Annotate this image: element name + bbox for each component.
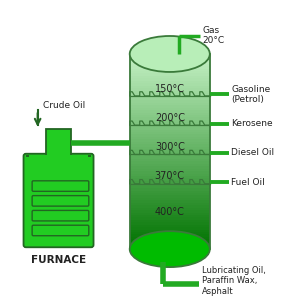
Text: Fuel Oil: Fuel Oil — [232, 178, 265, 187]
Bar — [130, 183, 210, 186]
Bar — [130, 90, 210, 93]
Text: FURNACE: FURNACE — [31, 255, 86, 265]
Bar — [46, 130, 71, 156]
Bar — [30, 154, 88, 158]
Ellipse shape — [130, 36, 210, 72]
Bar — [130, 236, 210, 239]
Bar — [130, 170, 210, 173]
Bar — [130, 127, 210, 130]
Bar — [130, 151, 210, 154]
Bar — [130, 61, 210, 64]
Bar — [130, 63, 210, 66]
Bar — [130, 80, 210, 83]
Bar — [130, 92, 210, 95]
Ellipse shape — [130, 231, 210, 267]
Bar — [130, 239, 210, 242]
Bar — [130, 122, 210, 125]
Bar — [130, 105, 210, 108]
Bar — [130, 139, 210, 142]
Bar — [130, 195, 210, 198]
Bar — [130, 197, 210, 200]
Bar — [130, 209, 210, 212]
Bar — [130, 129, 210, 132]
Bar — [130, 222, 210, 225]
Bar — [130, 144, 210, 147]
Bar — [130, 56, 210, 59]
Bar — [130, 229, 210, 232]
Bar — [130, 141, 210, 144]
Bar — [130, 185, 210, 188]
Bar — [130, 146, 210, 149]
Bar — [130, 70, 210, 74]
Bar — [130, 117, 210, 120]
Bar — [130, 166, 210, 169]
Bar — [130, 95, 210, 98]
Text: Kerosene: Kerosene — [232, 119, 273, 128]
Text: 200°C: 200°C — [155, 113, 185, 123]
Bar — [130, 97, 210, 100]
Bar — [130, 217, 210, 220]
Text: 400°C: 400°C — [155, 206, 185, 217]
Bar — [130, 205, 210, 208]
Bar — [130, 178, 210, 181]
Text: Diesel Oil: Diesel Oil — [232, 148, 274, 158]
Bar — [130, 190, 210, 193]
Bar — [130, 73, 210, 76]
Bar — [130, 156, 210, 159]
Bar — [130, 58, 210, 61]
Bar — [130, 192, 210, 196]
Bar — [130, 246, 210, 249]
Bar — [130, 224, 210, 227]
Bar — [130, 202, 210, 205]
Text: 150°C: 150°C — [155, 84, 185, 94]
Bar — [130, 100, 210, 103]
Bar — [130, 244, 210, 247]
Bar — [130, 66, 210, 69]
Bar — [130, 232, 210, 235]
Bar — [130, 188, 210, 190]
Text: Gas
20°C: Gas 20°C — [203, 26, 225, 45]
Bar — [130, 124, 210, 127]
Bar — [130, 88, 210, 91]
FancyBboxPatch shape — [24, 154, 94, 247]
Bar — [130, 163, 210, 166]
Bar — [130, 68, 210, 71]
Bar — [130, 234, 210, 237]
Bar — [130, 136, 210, 140]
Bar — [130, 107, 210, 110]
Bar — [130, 148, 210, 152]
Bar — [130, 168, 210, 171]
Bar — [130, 53, 210, 56]
Bar — [130, 119, 210, 122]
Bar — [130, 161, 210, 164]
Bar — [130, 214, 210, 218]
Bar — [130, 158, 210, 161]
Bar — [130, 241, 210, 244]
Bar — [130, 114, 210, 117]
Bar — [130, 226, 210, 230]
Bar — [130, 75, 210, 78]
Bar — [130, 83, 210, 86]
Bar — [130, 85, 210, 88]
Bar — [130, 173, 210, 176]
Text: 370°C: 370°C — [155, 171, 185, 182]
Bar — [130, 180, 210, 183]
Bar — [130, 207, 210, 210]
Bar — [130, 219, 210, 222]
Text: Gasoline
(Petrol): Gasoline (Petrol) — [232, 85, 271, 104]
Bar — [130, 112, 210, 115]
Bar — [130, 102, 210, 105]
Bar — [130, 131, 210, 134]
Text: 300°C: 300°C — [155, 142, 185, 152]
Bar — [130, 212, 210, 215]
Bar — [130, 200, 210, 203]
Bar — [130, 153, 210, 156]
Bar — [130, 78, 210, 81]
Bar — [130, 134, 210, 137]
Text: Crude Oil: Crude Oil — [43, 101, 85, 110]
Bar — [130, 175, 210, 178]
Text: Lubricating Oil,
Paraffin Wax,
Asphalt: Lubricating Oil, Paraffin Wax, Asphalt — [202, 266, 266, 296]
Bar — [130, 110, 210, 112]
